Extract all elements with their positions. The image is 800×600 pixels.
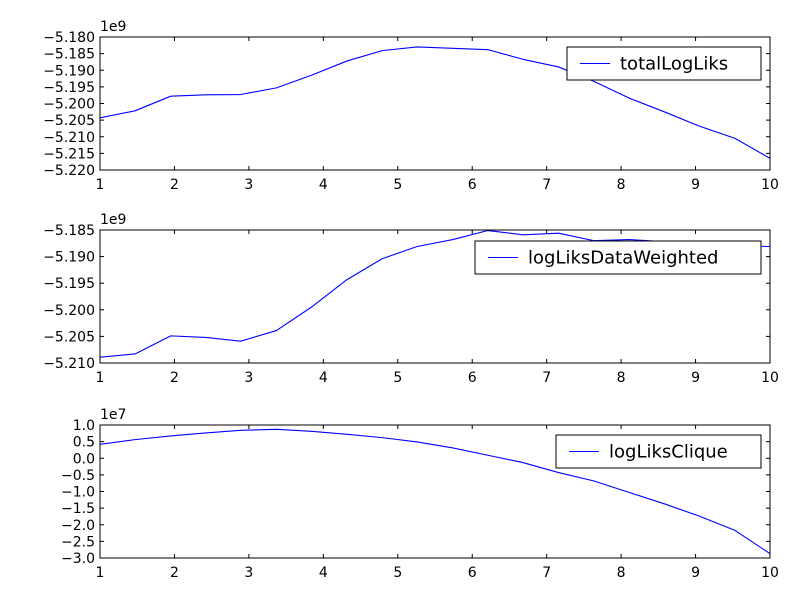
x-tick-label: 1 [96,177,105,193]
x-tick-label: 10 [761,370,779,386]
subplot-3: 1 2 3 4 5 6 7 8 9 10 −3.0−2.5−2.0−1.5−1.0−0.50.00.… [61,407,779,581]
y-tick-label: −5.205 [43,329,95,345]
x-tick-label: 6 [468,370,477,386]
y-tick-label: −5.200 [43,97,95,113]
y-tick-label: −5.185 [43,47,95,63]
x-tick-label: 6 [468,565,477,581]
y-tick-label: −2.0 [61,518,95,534]
y-tick-label: −5.185 [43,223,95,239]
x-tick-label: 10 [761,565,779,581]
x-tick-label: 4 [319,565,328,581]
y-tick-label: 0.0 [73,451,95,467]
y-tick-label: −3.0 [61,551,95,567]
x-tick-label: 8 [617,177,626,193]
x-tick-label: 7 [542,177,551,193]
x-tick-label: 5 [393,177,402,193]
y-tick-label: −5.215 [43,146,95,162]
y-tick-label: −5.220 [43,163,95,179]
y-tick-label: −2.5 [61,534,95,550]
subplot-2: 1 2 3 4 5 6 7 8 9 10 −5.210 −5.205 −5.200 −5.195 −5.19… [43,212,779,386]
x-tick-label: 9 [691,370,700,386]
x-tick-label: 5 [393,370,402,386]
y-offset-label: 1e7 [100,407,126,423]
legend: totalLogLiks [566,46,762,81]
x-tick-label: 2 [170,565,179,581]
y-tick-label: −5.200 [43,303,95,319]
y-tick-label: −5.205 [43,113,95,129]
x-tick-label: 2 [170,177,179,193]
legend-box [555,434,762,469]
legend: logLiksClique [555,434,762,469]
legend-label: logLiksDataWeighted [528,248,718,269]
x-tick-label: 6 [468,177,477,193]
y-offset-label: 1e9 [100,19,126,35]
x-tick-label: 3 [244,370,253,386]
y-tick-label: −5.190 [43,250,95,266]
legend: logLiksDataWeighted [474,240,762,275]
x-tick-label: 3 [244,565,253,581]
x-tick-label: 9 [691,565,700,581]
y-tick-label: −5.210 [43,356,95,372]
y-tick-label: −0.5 [61,468,95,484]
x-tick-label: 2 [170,370,179,386]
x-tick-label: 5 [393,565,402,581]
legend-label: totalLogLiks [620,54,728,75]
y-offset-label: 1e9 [100,212,126,228]
x-tick-label: 8 [617,370,626,386]
y-tick-label: −5.180 [43,30,95,46]
x-tick-label: 9 [691,177,700,193]
y-tick-label: −1.5 [61,501,95,517]
y-tick-label: 1.0 [73,418,95,434]
x-tick-label: 4 [319,370,328,386]
x-tick-label: 1 [96,565,105,581]
legend-label: logLiksClique [609,442,728,463]
y-tick-label: −5.195 [43,276,95,292]
y-tick-label: 0.5 [73,435,95,451]
x-tick-label: 3 [244,177,253,193]
x-tick-label: 8 [617,565,626,581]
x-tick-label: 7 [542,565,551,581]
series-line-1 [100,46,770,159]
y-tick-label: −5.195 [43,80,95,96]
x-tick-label: 7 [542,370,551,386]
x-tick-label: 1 [96,370,105,386]
legend-box [474,240,762,275]
y-tick-label: −5.190 [43,63,95,79]
y-tick-label: −5.210 [43,130,95,146]
subplot-1: 1 2 3 4 5 6 7 8 9 10 −5.220−5.215−5.210−5.205−5.20… [43,19,779,193]
x-tick-label: 10 [761,177,779,193]
axes-frame [99,229,771,364]
y-tick-label: −1.0 [61,485,95,501]
series-line-1 [100,428,770,555]
x-tick-label: 4 [319,177,328,193]
